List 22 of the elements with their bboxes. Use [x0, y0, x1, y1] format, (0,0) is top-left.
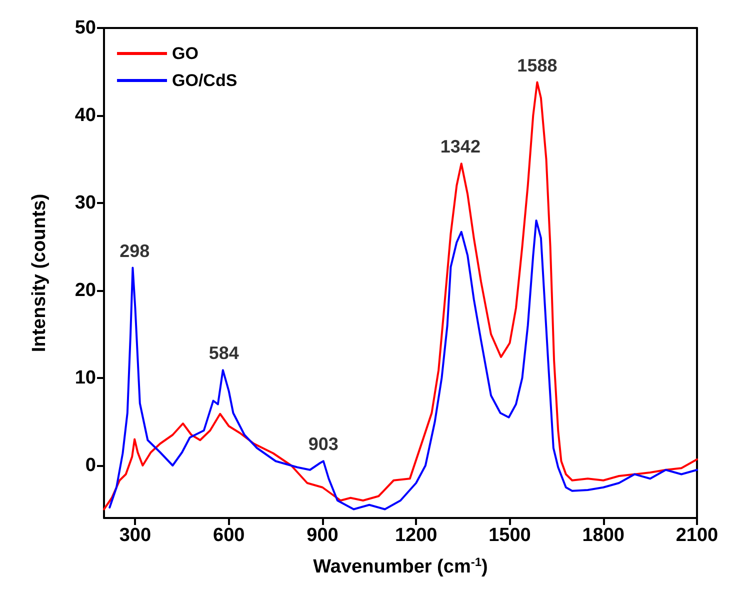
annotation: 903 [308, 434, 338, 454]
y-tick-label: 50 [74, 18, 96, 38]
y-tick-label: 0 [85, 455, 96, 476]
legend-label: GO/CdS [172, 71, 238, 90]
y-tick-label: 30 [74, 192, 96, 214]
annotation: 584 [208, 343, 239, 364]
x-tick-label: 1200 [394, 525, 438, 546]
x-tick-label: 2100 [676, 525, 718, 546]
annotation: 1588 [517, 55, 558, 76]
x-tick-label: 600 [212, 525, 245, 546]
y-tick-label: 40 [74, 105, 96, 126]
annotation: 1342 [440, 136, 480, 157]
y-axis-title: Intensity (counts) [29, 194, 50, 352]
x-tick-label: 900 [306, 525, 338, 546]
x-tick-label: 1500 [488, 525, 531, 546]
legend-label: GO [172, 44, 198, 63]
annotation: 298 [120, 240, 150, 261]
y-tick-label: 20 [74, 280, 96, 301]
x-tick-label: 1800 [582, 525, 625, 546]
line-series [108, 220, 698, 510]
x-tick-label: 300 [119, 525, 152, 546]
y-tick-label: 10 [74, 368, 96, 388]
